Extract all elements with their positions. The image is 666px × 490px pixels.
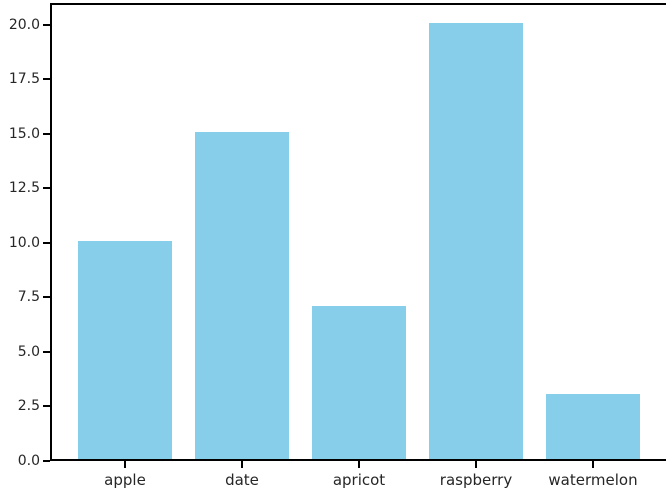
x-axis-tick-mark [124, 461, 126, 468]
x-axis-tick-label-watermelon: watermelon [548, 471, 638, 489]
y-axis-tick-mark [43, 133, 50, 135]
bar-raspberry [429, 23, 523, 459]
x-axis-tick-mark [592, 461, 594, 468]
y-axis-tick-mark [43, 405, 50, 407]
y-axis-tick-label: 7.5 [17, 289, 40, 305]
y-axis-tick-label: 12.5 [8, 180, 40, 196]
bar-apricot [312, 306, 406, 459]
y-axis-tick-label: 0.0 [17, 453, 40, 469]
y-axis-tick-label: 2.5 [17, 398, 40, 414]
y-axis-tick-mark [43, 78, 50, 80]
x-axis-tick-label-apple: apple [104, 471, 146, 489]
y-axis-tick-label: 17.5 [8, 71, 40, 87]
bar-apple [78, 241, 172, 459]
y-axis-tick-mark [43, 24, 50, 26]
x-axis-tick-mark [241, 461, 243, 468]
y-axis-tick-label: 10.0 [8, 235, 40, 251]
y-axis-tick-label: 15.0 [8, 126, 40, 142]
y-axis-tick-mark [43, 187, 50, 189]
x-axis-tick-label-apricot: apricot [332, 471, 386, 489]
x-axis-tick-mark [475, 461, 477, 468]
bar-watermelon [546, 394, 640, 459]
x-axis-tick-mark [358, 461, 360, 468]
plot-area [50, 3, 666, 461]
x-axis-tick-label-raspberry: raspberry [439, 471, 513, 489]
y-axis-tick-label: 5.0 [17, 344, 40, 360]
y-axis-tick-mark [43, 242, 50, 244]
y-axis-tick-mark [43, 351, 50, 353]
bar-date [195, 132, 289, 459]
y-axis-tick-mark [43, 460, 50, 462]
y-axis-tick-label: 20.0 [8, 17, 40, 33]
y-axis-tick-mark [43, 296, 50, 298]
x-axis-tick-label-date: date [225, 471, 259, 489]
